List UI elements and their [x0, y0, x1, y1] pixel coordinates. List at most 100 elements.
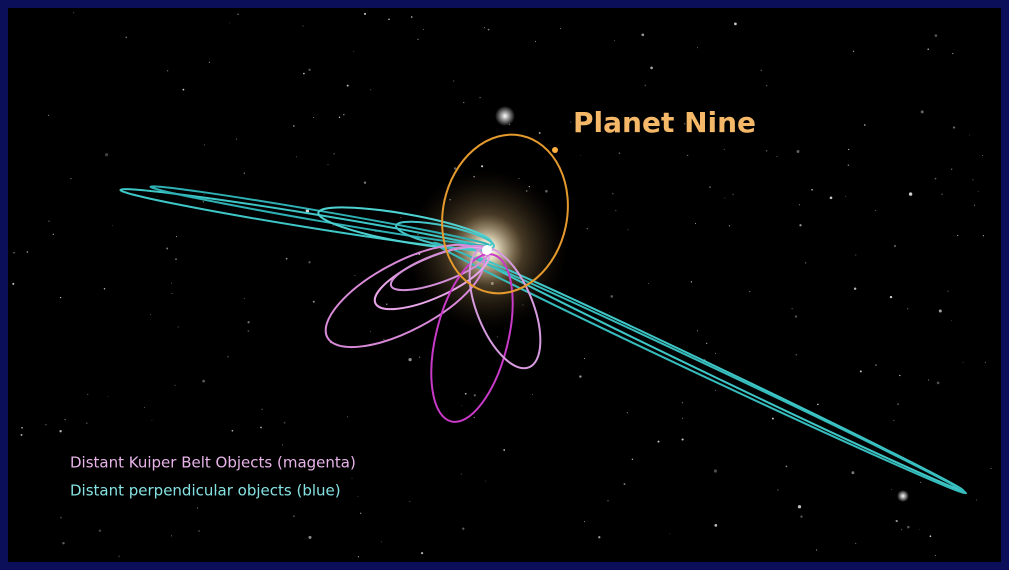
star [248, 330, 250, 332]
star [176, 236, 177, 237]
star [462, 405, 463, 406]
star [658, 441, 660, 443]
star [62, 542, 64, 544]
star [935, 555, 936, 556]
star [875, 210, 876, 211]
star [358, 556, 359, 557]
star [112, 225, 113, 226]
star [227, 356, 229, 358]
star [27, 251, 29, 253]
star [805, 262, 806, 263]
star [488, 29, 490, 31]
star [347, 416, 348, 417]
star [157, 196, 158, 197]
star [772, 418, 774, 420]
star [830, 196, 833, 199]
star [99, 530, 101, 532]
star [627, 412, 628, 413]
star [229, 23, 230, 24]
star [417, 39, 418, 40]
star [244, 173, 245, 174]
star [151, 420, 152, 421]
star [313, 301, 315, 303]
star [45, 424, 46, 425]
star [777, 490, 778, 491]
star [48, 115, 49, 116]
star [982, 155, 983, 156]
star [687, 155, 688, 156]
star [811, 189, 813, 191]
star [729, 225, 730, 226]
star [697, 47, 698, 48]
star [347, 85, 349, 87]
sun [482, 245, 492, 255]
star [119, 556, 120, 557]
star [715, 353, 716, 354]
star [580, 155, 581, 156]
star [484, 27, 485, 28]
star [896, 520, 898, 522]
star [786, 466, 788, 468]
star [691, 281, 692, 282]
star [853, 51, 854, 52]
star [609, 312, 610, 313]
star [386, 304, 387, 305]
star [695, 223, 696, 224]
star [799, 224, 801, 226]
star [766, 150, 768, 152]
star [388, 19, 390, 21]
star [951, 169, 952, 170]
star [204, 144, 205, 145]
star [724, 198, 725, 199]
star [817, 404, 819, 406]
star [920, 482, 921, 483]
star [855, 254, 856, 255]
star [909, 192, 912, 195]
star [963, 362, 964, 363]
star [706, 343, 707, 344]
star [474, 417, 475, 418]
star [303, 73, 305, 75]
star [927, 48, 928, 49]
star [985, 362, 986, 363]
star [308, 69, 310, 71]
star [64, 419, 65, 420]
star [732, 194, 734, 196]
star [339, 117, 340, 118]
star [560, 28, 561, 29]
star [935, 34, 938, 37]
star [409, 501, 410, 502]
star [598, 536, 600, 538]
star [570, 121, 571, 122]
star [411, 16, 413, 18]
star [948, 291, 949, 292]
star [584, 358, 585, 359]
star [848, 165, 849, 166]
star [957, 235, 958, 236]
star [795, 315, 797, 317]
star [899, 375, 900, 376]
star [284, 422, 286, 424]
star [360, 513, 361, 514]
star [174, 385, 175, 386]
star [21, 434, 23, 436]
planet-nine [552, 147, 558, 153]
star [53, 234, 54, 235]
star [503, 449, 505, 451]
star [247, 321, 249, 323]
star [845, 196, 846, 197]
star [353, 51, 354, 52]
star [150, 314, 151, 315]
star [237, 14, 238, 15]
star [607, 500, 608, 501]
star [579, 375, 581, 377]
star [364, 13, 366, 15]
star [976, 499, 977, 500]
star [715, 390, 716, 391]
star [364, 182, 366, 184]
star [400, 217, 401, 218]
star [461, 474, 462, 475]
star [182, 89, 184, 91]
star [545, 190, 548, 193]
star [421, 552, 423, 554]
